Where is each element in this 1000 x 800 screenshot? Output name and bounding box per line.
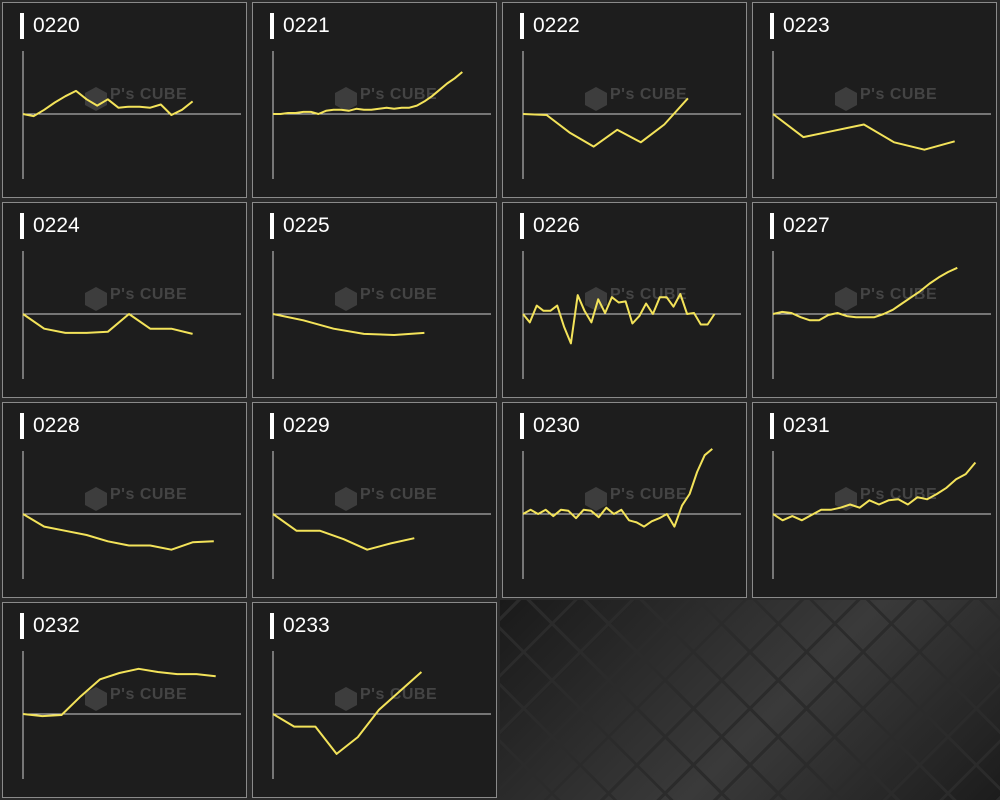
- chart-panel-0233: 0233 P's CUBE: [252, 602, 497, 798]
- chart-panel-0227: 0227 P's CUBE: [752, 202, 997, 398]
- line-chart: [772, 251, 991, 379]
- line-chart: [22, 251, 241, 379]
- chart-title: 0223: [770, 13, 830, 39]
- chart-panel-0230: 0230 P's CUBE: [502, 402, 747, 598]
- series-line: [522, 97, 689, 148]
- chart-title: 0222: [520, 13, 580, 39]
- line-chart: [272, 51, 491, 179]
- line-chart: [272, 251, 491, 379]
- chart-title: 0220: [20, 13, 80, 39]
- chart-title: 0230: [520, 413, 580, 439]
- line-chart: [522, 448, 741, 579]
- chart-panel-0225: 0225 P's CUBE: [252, 202, 497, 398]
- series-line: [22, 313, 193, 335]
- chart-title: 0224: [20, 213, 80, 239]
- chart-panel-0220: 0220 P's CUBE: [2, 2, 247, 198]
- chart-title: 0228: [20, 413, 80, 439]
- line-chart: [22, 51, 241, 179]
- series-line: [772, 266, 958, 322]
- chart-panel-0221: 0221 P's CUBE: [252, 2, 497, 198]
- series-line: [22, 89, 194, 118]
- chart-title: 0226: [520, 213, 580, 239]
- chart-panel-0231: 0231 P's CUBE: [752, 402, 997, 598]
- chart-title: 0221: [270, 13, 330, 39]
- series-line: [22, 513, 214, 551]
- series-line: [272, 513, 415, 551]
- line-chart: [272, 651, 491, 779]
- chart-title: 0233: [270, 613, 330, 639]
- chart-panel-0228: 0228 P's CUBE: [2, 402, 247, 598]
- chart-panel-0222: 0222 P's CUBE: [502, 2, 747, 198]
- series-line: [772, 461, 977, 522]
- chart-title: 0227: [770, 213, 830, 239]
- series-line: [22, 667, 216, 718]
- line-chart: [772, 451, 991, 579]
- line-chart: [772, 51, 991, 179]
- line-chart: [22, 451, 241, 579]
- line-chart: [22, 651, 241, 779]
- background-pattern: [500, 600, 1000, 800]
- chart-panel-0229: 0229 P's CUBE: [252, 402, 497, 598]
- chart-panel-0223: 0223 P's CUBE: [752, 2, 997, 198]
- chart-panel-0226: 0226 P's CUBE: [502, 202, 747, 398]
- series-line: [272, 671, 423, 755]
- series-line: [522, 448, 713, 528]
- line-chart: [522, 251, 741, 379]
- chart-panel-0232: 0232 P's CUBE: [2, 602, 247, 798]
- series-line: [772, 113, 955, 151]
- chart-title: 0225: [270, 213, 330, 239]
- series-line: [272, 313, 425, 336]
- line-chart: [522, 51, 741, 179]
- line-chart: [272, 451, 491, 579]
- series-line: [273, 71, 463, 115]
- chart-panel-0224: 0224 P's CUBE: [2, 202, 247, 398]
- chart-title: 0229: [270, 413, 330, 439]
- chart-title: 0231: [770, 413, 830, 439]
- series-line: [522, 293, 716, 345]
- chart-title: 0232: [20, 613, 80, 639]
